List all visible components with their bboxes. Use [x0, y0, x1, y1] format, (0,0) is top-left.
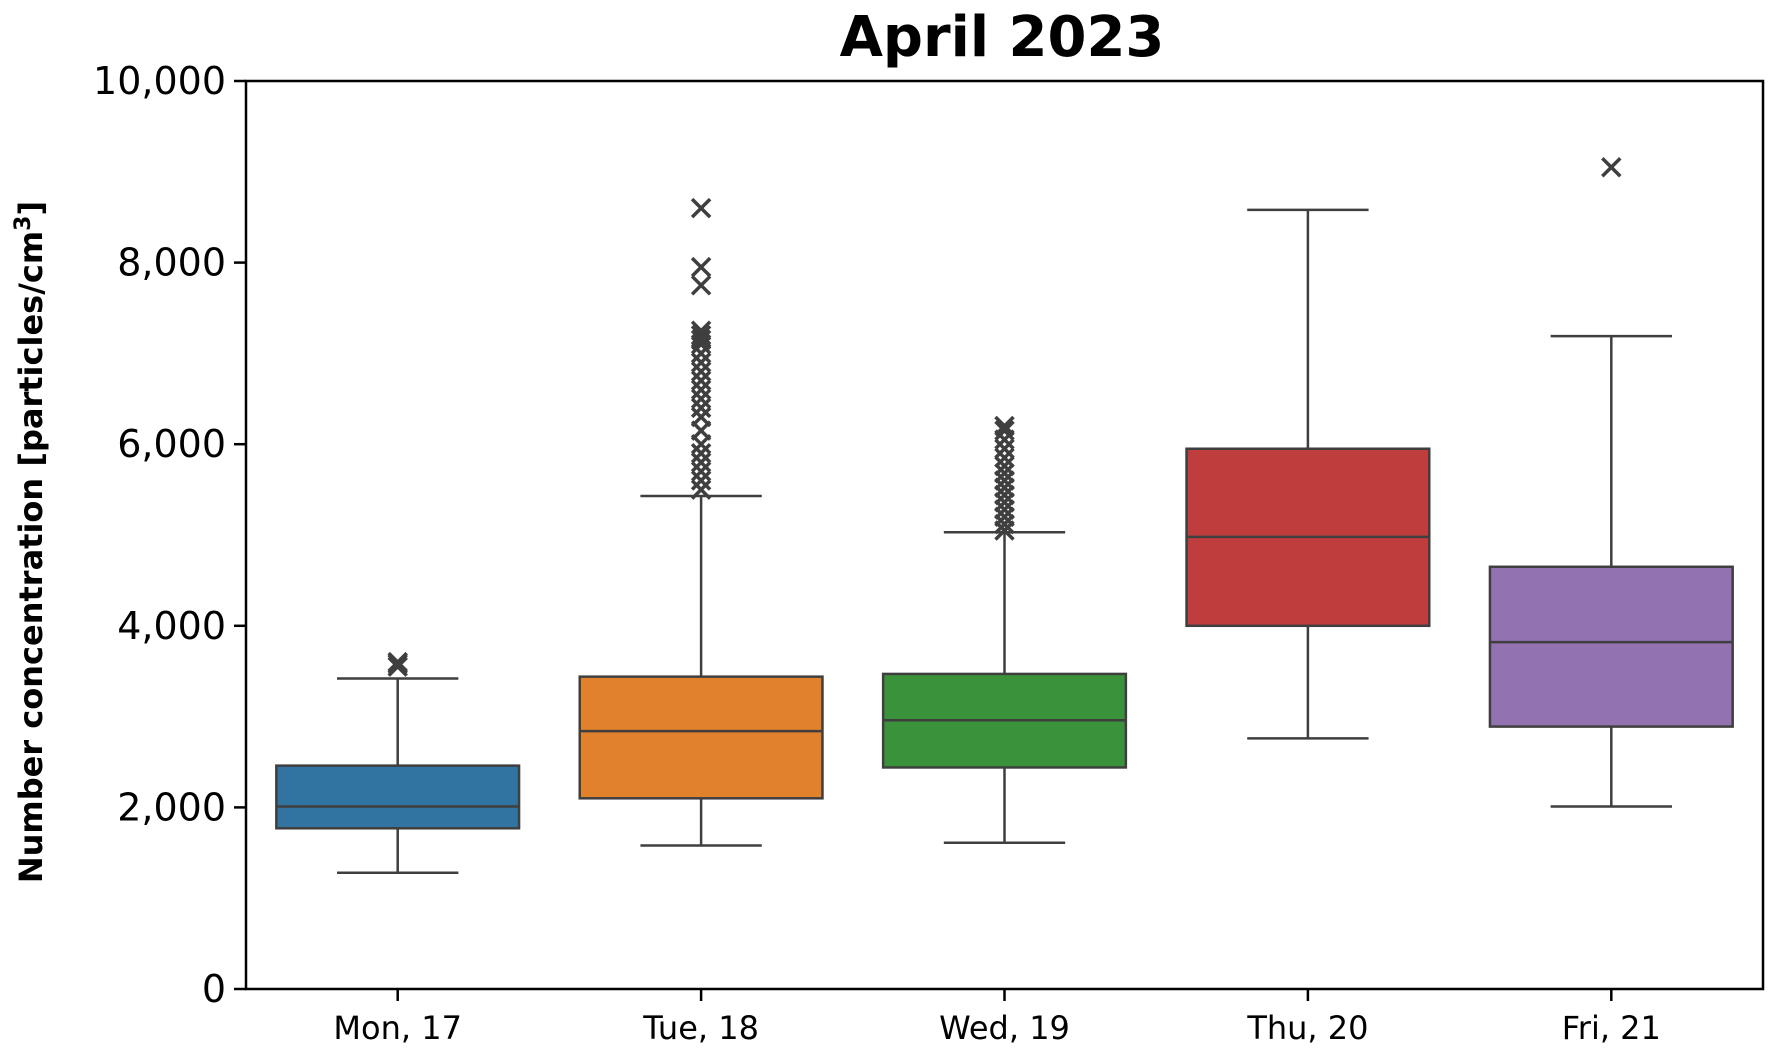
- chart-title: April 2023: [840, 5, 1165, 70]
- box: [578, 675, 824, 800]
- outlier-marker: [690, 275, 712, 296]
- outlier-marker: [690, 388, 712, 410]
- axes: 0 2,000 4,000 6,000 8,000 10,000 Mon, 17 Tue, 1…: [93, 59, 1661, 1047]
- outlier-marker: [994, 513, 1015, 535]
- outlier-marker: [690, 479, 712, 500]
- x-tick-label: Thu, 20: [1246, 1009, 1368, 1047]
- box-group: [881, 415, 1128, 845]
- y-axis-label: Number concentration [particles/cm3]: [11, 201, 50, 883]
- outlier-marker: [690, 325, 712, 346]
- outlier-marker: [994, 484, 1015, 506]
- outlier-marker: [994, 415, 1015, 437]
- y-tick-label: 4,000: [117, 604, 226, 648]
- outlier-marker: [994, 492, 1015, 513]
- outlier-marker: [690, 197, 712, 219]
- outlier-marker: [387, 656, 408, 677]
- outlier-marker: [690, 320, 712, 341]
- outlier-marker: [994, 477, 1015, 499]
- box-group: [275, 651, 521, 875]
- x-tick-label: Mon, 17: [333, 1009, 462, 1047]
- chart-marks: [275, 157, 1734, 875]
- box: [275, 764, 521, 830]
- y-tick-label: 0: [202, 967, 226, 1011]
- box-group: [578, 197, 824, 847]
- outlier-marker: [690, 470, 712, 491]
- outlier-marker: [690, 329, 712, 351]
- outlier-marker: [690, 452, 712, 473]
- outlier-marker: [1601, 157, 1622, 178]
- y-tick-label: 6,000: [117, 422, 226, 466]
- x-tick-label: Wed, 19: [939, 1009, 1070, 1047]
- outlier-marker: [690, 256, 712, 278]
- outlier-marker: [690, 361, 712, 382]
- outlier-marker: [994, 506, 1015, 528]
- outlier-marker: [994, 455, 1015, 477]
- outlier-marker: [690, 352, 712, 373]
- y-tick-label: 2,000: [117, 785, 226, 829]
- outlier-marker: [994, 470, 1015, 491]
- outlier-marker: [994, 499, 1015, 520]
- outlier-marker: [994, 463, 1015, 484]
- x-tick-label: Tue, 18: [642, 1009, 759, 1047]
- outlier-marker: [994, 420, 1015, 441]
- y-axis-label-main: Number concentration [particles/cm: [12, 231, 50, 883]
- outlier-marker: [690, 443, 712, 464]
- outlier-marker: [690, 461, 712, 482]
- box-group: [1488, 157, 1734, 808]
- outlier-marker: [690, 397, 712, 419]
- outlier-marker: [994, 447, 1015, 469]
- y-tick-label: 10,000: [93, 59, 226, 103]
- outlier-marker: [994, 438, 1015, 459]
- y-axis-label-superscript: 3: [11, 215, 36, 230]
- outlier-marker: [387, 651, 408, 673]
- box: [1488, 565, 1734, 728]
- outlier-marker: [690, 379, 712, 400]
- outlier-marker: [690, 370, 712, 391]
- box-group: [1185, 208, 1431, 740]
- outlier-marker: [690, 406, 712, 428]
- y-tick-label: 8,000: [117, 241, 226, 285]
- y-axis-label-end: ]: [12, 201, 50, 216]
- x-tick-label: Fri, 21: [1562, 1009, 1661, 1047]
